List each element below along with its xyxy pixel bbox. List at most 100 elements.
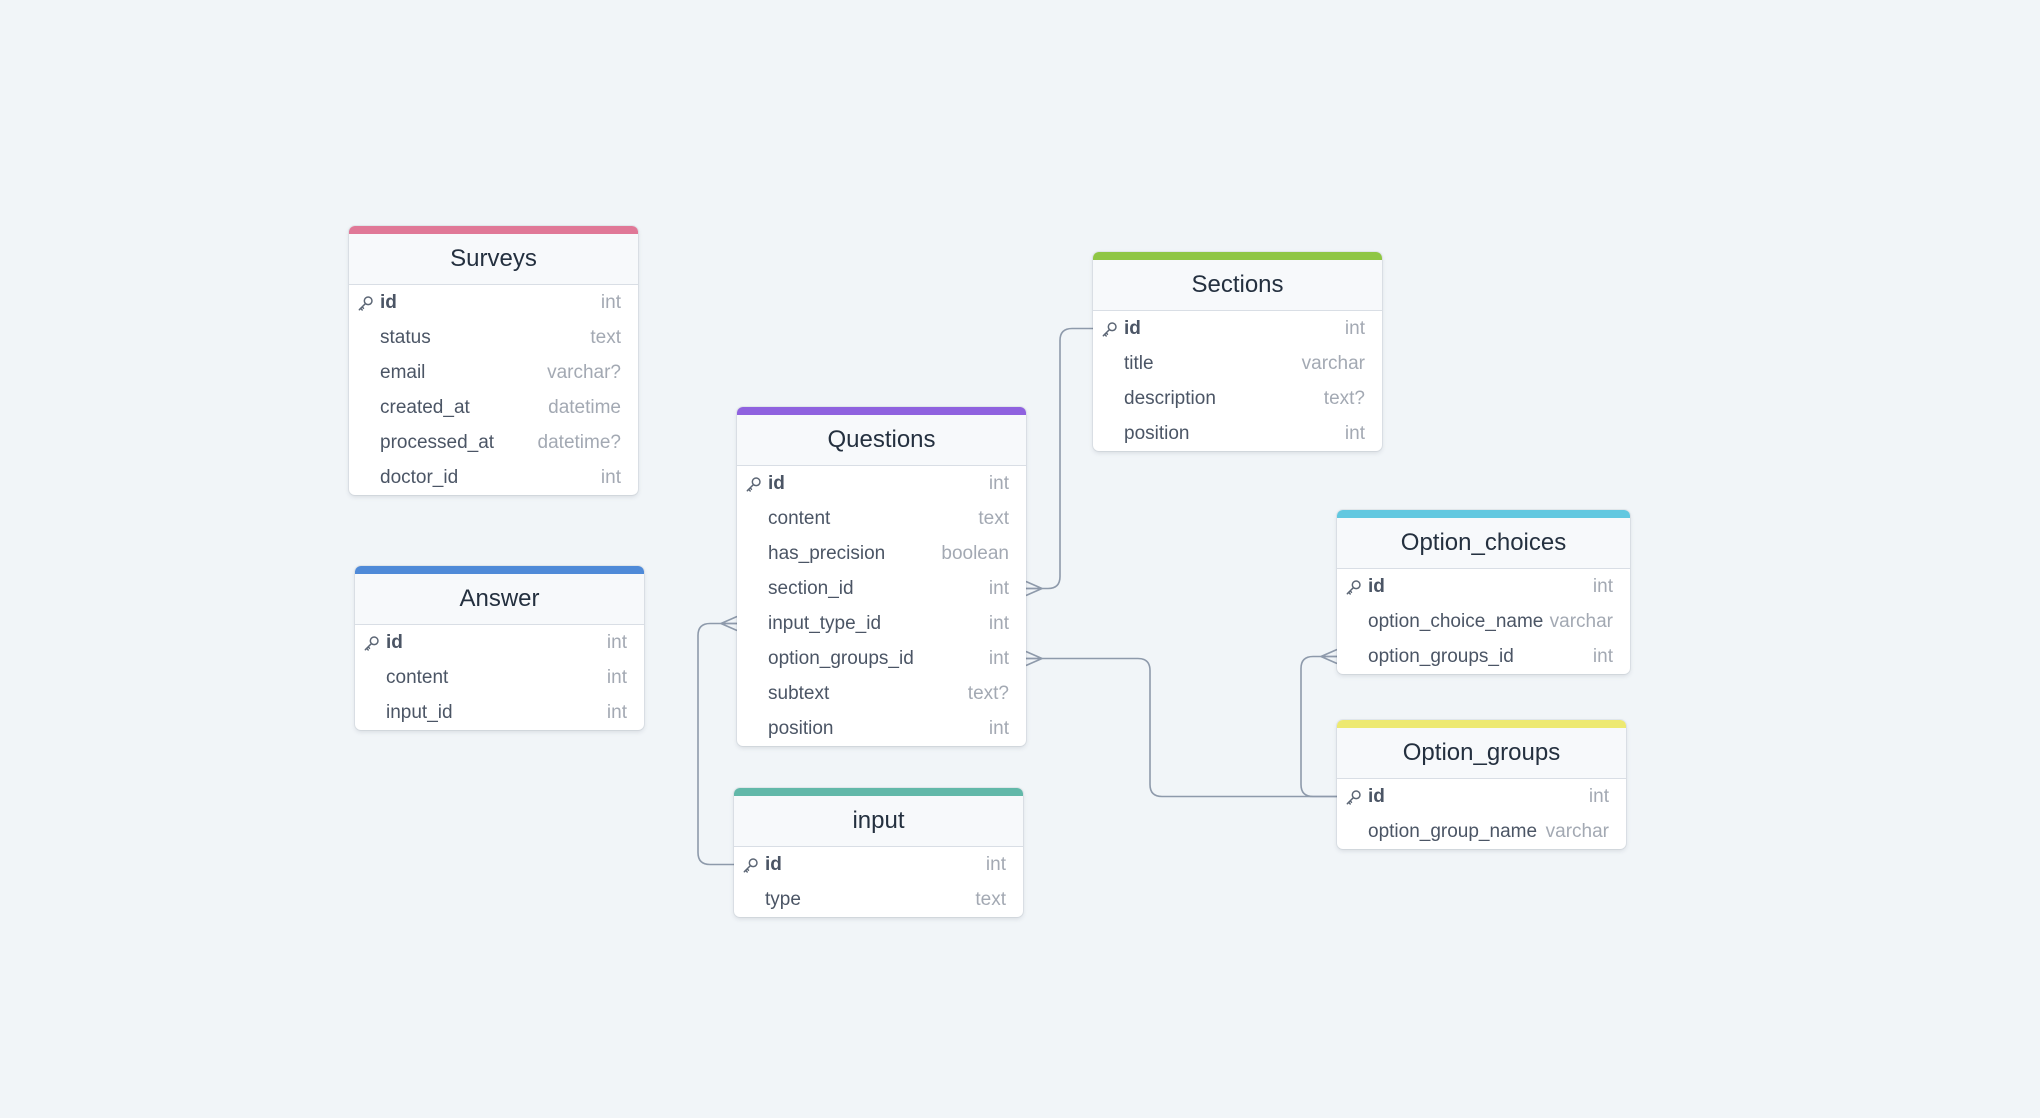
column-row-id[interactable]: id int <box>355 625 644 660</box>
column-name: input_type_id <box>768 612 882 634</box>
column-name: content <box>768 507 831 529</box>
table-sections[interactable]: Sections id int title varchar description tex… <box>1093 252 1382 451</box>
column-type: int <box>1588 785 1609 807</box>
key-icon <box>746 477 761 492</box>
column-type: int <box>606 631 627 653</box>
column-name: description <box>1124 387 1216 409</box>
column-list: id int title varchar description text? positio… <box>1093 311 1382 451</box>
relationship-line[interactable] <box>1026 327 1093 590</box>
column-type: int <box>988 577 1009 599</box>
column-row-position[interactable]: position int <box>1093 416 1382 451</box>
table-option-choices[interactable]: Option_choices id int option_choice_name va… <box>1337 510 1630 674</box>
column-name: email <box>380 361 426 383</box>
column-row-option-choice-name[interactable]: option_choice_name varchar <box>1337 604 1630 639</box>
table-color-bar <box>737 407 1026 415</box>
table-color-bar <box>349 226 638 234</box>
column-type: int <box>1344 317 1365 339</box>
column-name: id <box>386 631 403 653</box>
key-icon <box>358 296 373 311</box>
column-row-subtext[interactable]: subtext text? <box>737 676 1026 711</box>
table-questions[interactable]: Questions id int content text has_precision b… <box>737 407 1026 746</box>
column-row-option-group-name[interactable]: option_group_name varchar <box>1337 814 1626 849</box>
column-name: section_id <box>768 577 854 599</box>
column-row-processed-at[interactable]: processed_at datetime? <box>349 425 638 460</box>
relationship-line[interactable] <box>1026 657 1337 798</box>
crow-foot-marker <box>1320 648 1338 665</box>
crow-foot-marker <box>1025 650 1043 667</box>
column-type: text <box>978 507 1009 529</box>
column-row-title[interactable]: title varchar <box>1093 346 1382 381</box>
column-name: id <box>765 853 782 875</box>
column-row-option-groups-id[interactable]: option_groups_id int <box>737 641 1026 676</box>
column-row-doctor-id[interactable]: doctor_id int <box>349 460 638 495</box>
column-row-position[interactable]: position int <box>737 711 1026 746</box>
column-row-created-at[interactable]: created_at datetime <box>349 390 638 425</box>
relationship-line[interactable] <box>1300 655 1337 798</box>
column-type: int <box>1592 575 1613 597</box>
column-name: option_groups_id <box>768 647 914 669</box>
table-option-groups[interactable]: Option_groups id int option_group_name varc… <box>1337 720 1626 849</box>
table-surveys[interactable]: Surveys id int status text email varchar? crea… <box>349 226 638 495</box>
table-answer[interactable]: Answer id int content int input_id int <box>355 566 644 730</box>
table-title[interactable]: Option_groups <box>1337 728 1626 779</box>
column-row-id[interactable]: id int <box>734 847 1023 882</box>
column-row-id[interactable]: id int <box>349 285 638 320</box>
column-row-status[interactable]: status text <box>349 320 638 355</box>
column-type: datetime? <box>537 431 621 453</box>
table-title[interactable]: Questions <box>737 415 1026 466</box>
column-list: id int option_group_name varchar <box>1337 779 1626 849</box>
table-input[interactable]: input id int type text <box>734 788 1023 917</box>
table-title[interactable]: Option_choices <box>1337 518 1630 569</box>
column-row-has-precision[interactable]: has_precision boolean <box>737 536 1026 571</box>
column-type: text <box>975 888 1006 910</box>
column-row-id[interactable]: id int <box>1337 779 1626 814</box>
table-color-bar <box>1093 252 1382 260</box>
table-title[interactable]: Answer <box>355 574 644 625</box>
column-row-id[interactable]: id int <box>1093 311 1382 346</box>
column-row-id[interactable]: id int <box>737 466 1026 501</box>
table-color-bar <box>1337 510 1630 518</box>
column-type: int <box>606 666 627 688</box>
key-icon <box>1102 322 1117 337</box>
column-type: text <box>590 326 621 348</box>
column-name: position <box>768 717 834 739</box>
column-row-content[interactable]: content text <box>737 501 1026 536</box>
column-row-type[interactable]: type text <box>734 882 1023 917</box>
column-type: datetime <box>548 396 621 418</box>
column-type: int <box>988 647 1009 669</box>
column-type: int <box>1592 645 1613 667</box>
table-title[interactable]: input <box>734 796 1023 847</box>
column-name: option_group_name <box>1368 820 1538 842</box>
crow-foot-marker <box>720 615 738 632</box>
column-row-input-type-id[interactable]: input_type_id int <box>737 606 1026 641</box>
column-name: position <box>1124 422 1190 444</box>
column-row-option-groups-id[interactable]: option_groups_id int <box>1337 639 1630 674</box>
column-name: option_groups_id <box>1368 645 1514 667</box>
column-type: int <box>985 853 1006 875</box>
column-type: int <box>1344 422 1365 444</box>
table-title[interactable]: Surveys <box>349 234 638 285</box>
column-list: id int content text has_precision boolean sect… <box>737 466 1026 746</box>
column-name: status <box>380 326 431 348</box>
table-color-bar <box>734 788 1023 796</box>
column-row-description[interactable]: description text? <box>1093 381 1382 416</box>
key-icon <box>743 858 758 873</box>
column-name: option_choice_name <box>1368 610 1544 632</box>
column-type: int <box>988 717 1009 739</box>
column-type: text? <box>1323 387 1365 409</box>
column-name: title <box>1124 352 1154 374</box>
column-row-email[interactable]: email varchar? <box>349 355 638 390</box>
column-name: processed_at <box>380 431 495 453</box>
column-row-section-id[interactable]: section_id int <box>737 571 1026 606</box>
column-list: id int option_choice_name varchar option_gro… <box>1337 569 1630 674</box>
table-title[interactable]: Sections <box>1093 260 1382 311</box>
column-type: int <box>606 701 627 723</box>
column-row-id[interactable]: id int <box>1337 569 1630 604</box>
column-row-input-id[interactable]: input_id int <box>355 695 644 730</box>
column-type: varchar? <box>547 361 621 383</box>
column-row-content[interactable]: content int <box>355 660 644 695</box>
relationship-line[interactable] <box>697 622 737 866</box>
crow-foot-marker <box>1025 580 1043 597</box>
column-list: id int content int input_id int <box>355 625 644 730</box>
